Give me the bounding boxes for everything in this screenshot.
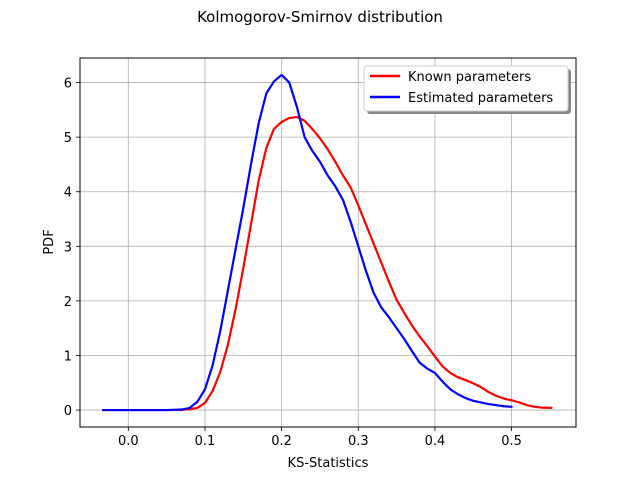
y-tick-label: 5	[64, 131, 72, 146]
x-tick-label: 0.1	[195, 434, 216, 449]
estimated-parameters-line	[101, 73, 513, 412]
plot-frame	[79, 57, 577, 428]
x-tick-label: 0.5	[501, 434, 522, 449]
x-axis-label: KS-Statistics	[288, 456, 369, 471]
grid	[80, 58, 576, 427]
series-layer	[101, 73, 553, 412]
y-tick-label: 0	[64, 404, 72, 419]
legend-box	[363, 65, 569, 112]
y-tick-label: 2	[64, 295, 72, 310]
legend-label-estimated: Estimated parameters	[408, 91, 553, 106]
chart-title: Kolmogorov-Smirnov distribution	[197, 8, 443, 26]
x-tick-label: 0.0	[118, 434, 139, 449]
y-axis-label: PDF	[42, 229, 57, 254]
y-tick-label: 3	[64, 240, 72, 255]
y-tick-label: 1	[64, 349, 72, 364]
y-tick-label: 6	[64, 77, 72, 92]
ticks: 0.0 0.1 0.2 0.3 0.4 0.5 0 1 2 3 4 5 6	[64, 77, 522, 449]
y-tick-label: 4	[64, 186, 72, 201]
legend: Known parameters Estimated parameters	[363, 65, 571, 114]
x-tick-label: 0.3	[348, 434, 369, 449]
x-tick-label: 0.4	[425, 434, 446, 449]
known-parameters-line	[101, 115, 553, 412]
x-tick-label: 0.2	[271, 434, 292, 449]
legend-label-known: Known parameters	[408, 70, 531, 85]
